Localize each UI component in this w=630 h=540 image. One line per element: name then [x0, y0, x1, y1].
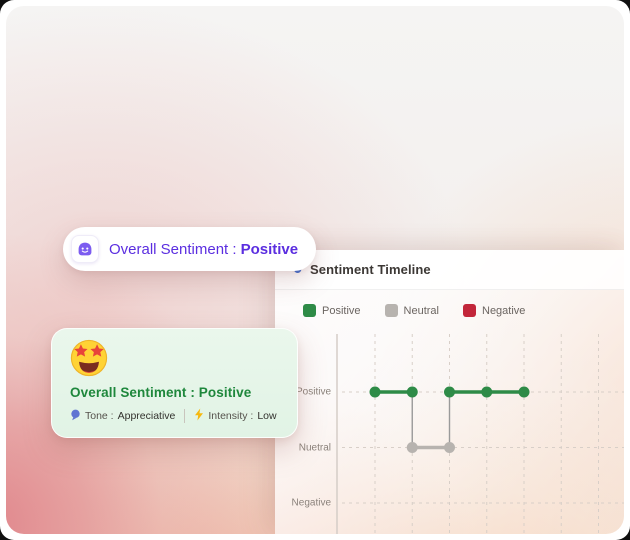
legend-label: Neutral [403, 304, 439, 317]
legend-label: Negative [482, 304, 526, 317]
legend-item-negative[interactable]: Negative [463, 304, 525, 317]
chart-legend: Positive Neutral Negative [275, 290, 624, 317]
sentiment-result-card: Overall Sentiment : Positive Tone : Appr… [51, 328, 298, 438]
tone-label: Tone : [85, 410, 114, 422]
intensity-value: Low [257, 410, 277, 422]
sentiment-blob-icon [71, 235, 99, 263]
sentiment-timeline-panel: Sentiment Timeline Positive Neutral Negati… [275, 250, 624, 534]
star-struck-emoji [70, 339, 108, 377]
intensity-label: Intensity : [208, 410, 254, 422]
legend-swatch [384, 304, 398, 317]
pill-label: Overall Sentiment : [109, 240, 237, 258]
tone-badge: Tone : Appreciative [70, 409, 175, 424]
card-badges: Tone : Appreciative Intensity : Low [70, 408, 281, 424]
pill-text: Overall Sentiment : Positive [109, 241, 298, 258]
legend-item-neutral[interactable]: Neutral [384, 304, 439, 317]
tone-value: Appreciative [117, 410, 176, 422]
legend-swatch [463, 304, 476, 317]
panel-header: Sentiment Timeline [275, 250, 624, 290]
overall-sentiment-pill[interactable]: Overall Sentiment : Positive [63, 227, 317, 271]
badge-divider [184, 409, 186, 423]
intensity-badge: Intensity : Low [194, 408, 277, 424]
card-title: Overall Sentiment : Positive [70, 385, 252, 400]
legend-item-positive[interactable]: Positive [303, 304, 361, 317]
pill-value: Positive [240, 240, 299, 258]
lightning-icon [194, 408, 204, 424]
legend-swatch [303, 304, 316, 317]
gradient-background: Sentiment Timeline Positive Neutral Negati… [6, 6, 624, 534]
legend-label: Positive [322, 304, 361, 317]
speech-bubble-icon [70, 409, 81, 424]
sentiment-timeline-chart [336, 334, 624, 534]
panel-title: Sentiment Timeline [310, 262, 431, 277]
